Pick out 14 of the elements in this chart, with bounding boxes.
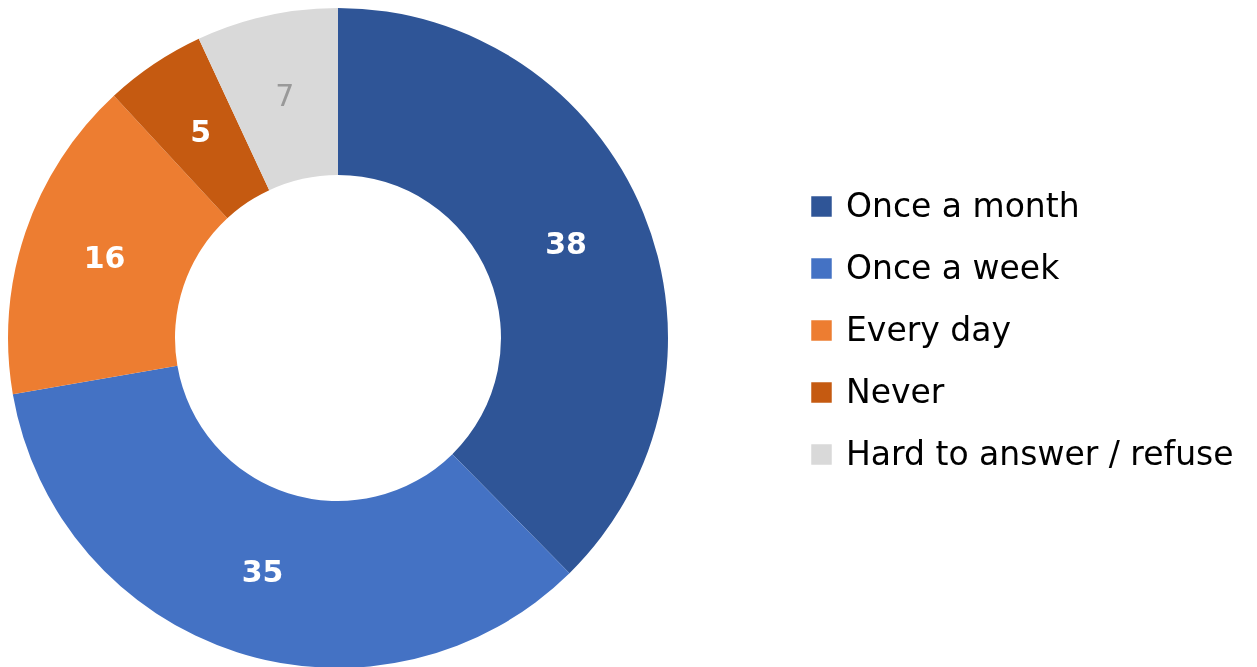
donut-slice	[113, 38, 270, 219]
legend-label: Every day	[846, 309, 1011, 349]
data-label: 16	[83, 239, 126, 275]
donut-slice	[12, 365, 570, 667]
data-label: 35	[241, 553, 284, 589]
donut-slice	[8, 95, 228, 395]
data-label: 5	[190, 114, 212, 150]
data-label: 38	[545, 225, 587, 261]
data-label: 7	[275, 78, 295, 114]
legend-label: Once a month	[846, 185, 1080, 225]
legend-label: Never	[846, 371, 945, 411]
legend-label: Hard to answer / refuse	[846, 433, 1234, 473]
legend-label: Once a week	[846, 247, 1061, 287]
donut-slice	[338, 8, 668, 574]
